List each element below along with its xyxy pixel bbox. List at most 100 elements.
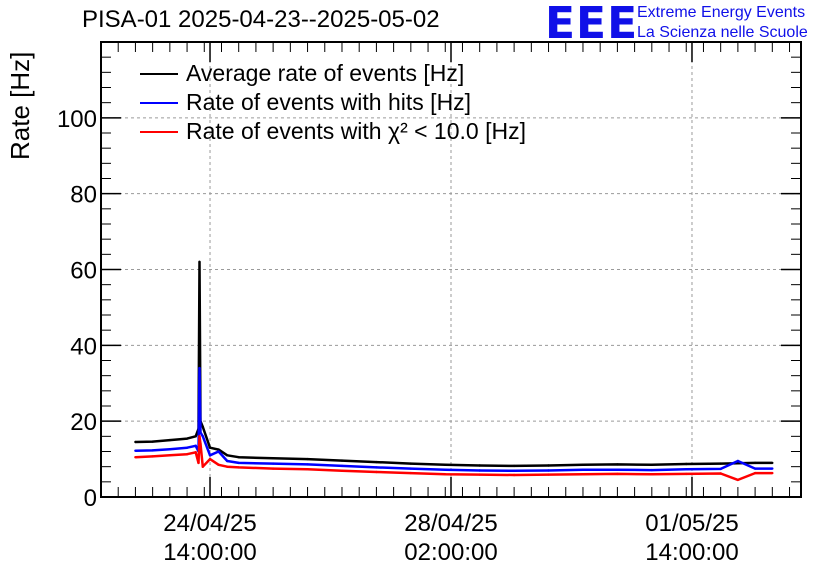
data-point <box>616 472 619 476</box>
data-point <box>478 464 481 467</box>
data-point <box>340 469 344 472</box>
data-point <box>199 442 202 446</box>
data-point <box>208 454 212 457</box>
data-point <box>736 478 740 482</box>
y-tick-label: 40 <box>70 333 97 360</box>
data-point <box>217 463 220 466</box>
data-point <box>168 448 172 451</box>
data-point <box>616 468 619 471</box>
series-line <box>135 260 773 468</box>
chart-title: PISA-01 2025-04-23--2025-05-02 <box>82 6 440 33</box>
x-tick-label-time: 14:00:00 <box>645 539 738 566</box>
data-point <box>208 457 212 461</box>
eee-logo-text: Extreme Energy Events La Scienza nelle S… <box>637 3 808 43</box>
data-point <box>201 425 204 429</box>
data-point <box>201 435 204 438</box>
data-point <box>306 468 309 471</box>
data-point <box>194 451 197 454</box>
data-point <box>719 462 722 465</box>
data-point <box>375 466 378 469</box>
data-point <box>685 472 688 476</box>
data-point <box>198 260 201 264</box>
data-point <box>685 468 688 471</box>
data-point <box>685 462 688 466</box>
data-point <box>226 454 229 457</box>
legend-swatch-red <box>140 130 178 133</box>
eee-logo-mark: EEE <box>545 0 639 49</box>
data-point <box>512 473 516 477</box>
data-point <box>151 440 154 443</box>
data-point <box>753 471 757 475</box>
data-point <box>547 464 550 467</box>
data-point <box>134 449 137 452</box>
y-tick-label: 0 <box>84 485 97 512</box>
data-point <box>197 461 200 465</box>
legend-swatch-black <box>140 72 178 75</box>
data-point <box>444 463 447 466</box>
tick-labels: 0 20 40 60 80 100 24/04/25 14:00:00 28/04/2502:0… <box>57 106 739 566</box>
data-point <box>208 446 212 449</box>
data-point <box>199 431 202 434</box>
data-point <box>340 459 344 462</box>
data-point <box>581 468 585 471</box>
data-point <box>547 473 550 476</box>
data-point <box>185 437 189 440</box>
data-point <box>201 465 204 468</box>
axis-ticks <box>100 42 801 498</box>
legend-label: Average rate of events [Hz] <box>186 60 465 86</box>
data-point <box>512 464 516 468</box>
data-point <box>226 465 229 468</box>
data-point <box>581 473 585 476</box>
data-point <box>168 438 172 442</box>
data-point <box>616 463 619 466</box>
y-tick-label: 80 <box>70 182 97 209</box>
y-tick-label: 100 <box>57 106 97 133</box>
data-point <box>444 468 447 471</box>
data-point <box>409 471 412 475</box>
legend-item-hits: Rate of events with hits [Hz] <box>140 88 526 117</box>
data-point <box>306 457 309 461</box>
data-point <box>168 454 172 457</box>
x-tick-label-time: 02:00:00 <box>404 539 497 566</box>
data-point <box>237 456 240 459</box>
data-point <box>375 470 378 474</box>
legend-swatch-blue <box>140 101 178 104</box>
data-point <box>771 471 774 475</box>
legend-item-average: Average rate of events [Hz] <box>140 59 526 88</box>
data-point <box>151 449 154 452</box>
data-point <box>226 459 229 463</box>
data-point <box>736 459 740 463</box>
data-point <box>409 462 412 465</box>
x-tick-label-date: 24/04/25 <box>163 510 256 537</box>
data-point <box>151 455 154 458</box>
data-point <box>134 440 137 444</box>
series-line <box>135 435 773 482</box>
data-point <box>194 435 197 438</box>
data-point <box>217 450 220 453</box>
y-tick-label: 20 <box>70 409 97 436</box>
x-tick-label-date: 28/04/25 <box>404 510 497 537</box>
data-point <box>237 461 240 465</box>
grid <box>101 42 801 497</box>
data-point <box>271 462 275 465</box>
data-point <box>478 473 481 476</box>
x-tick-label-date: 01/05/25 <box>645 510 738 537</box>
data-point <box>306 463 309 466</box>
data-point <box>217 448 220 451</box>
data-point <box>650 473 653 476</box>
data-point <box>198 366 201 370</box>
y-tick-label: 60 <box>70 258 97 285</box>
logo-line-2: La Scienza nelle Scuole <box>637 24 808 41</box>
data-point <box>753 467 757 470</box>
data-point <box>409 467 412 470</box>
data-point <box>771 461 774 465</box>
data-point <box>547 469 550 472</box>
data-point <box>134 456 137 459</box>
legend: Average rate of events [Hz] Rate of even… <box>140 59 526 146</box>
data-point <box>650 463 653 466</box>
logo-line-1: Extreme Energy Events <box>637 4 806 21</box>
data-point <box>753 461 757 465</box>
data-point <box>194 444 197 447</box>
data-point <box>512 469 516 472</box>
